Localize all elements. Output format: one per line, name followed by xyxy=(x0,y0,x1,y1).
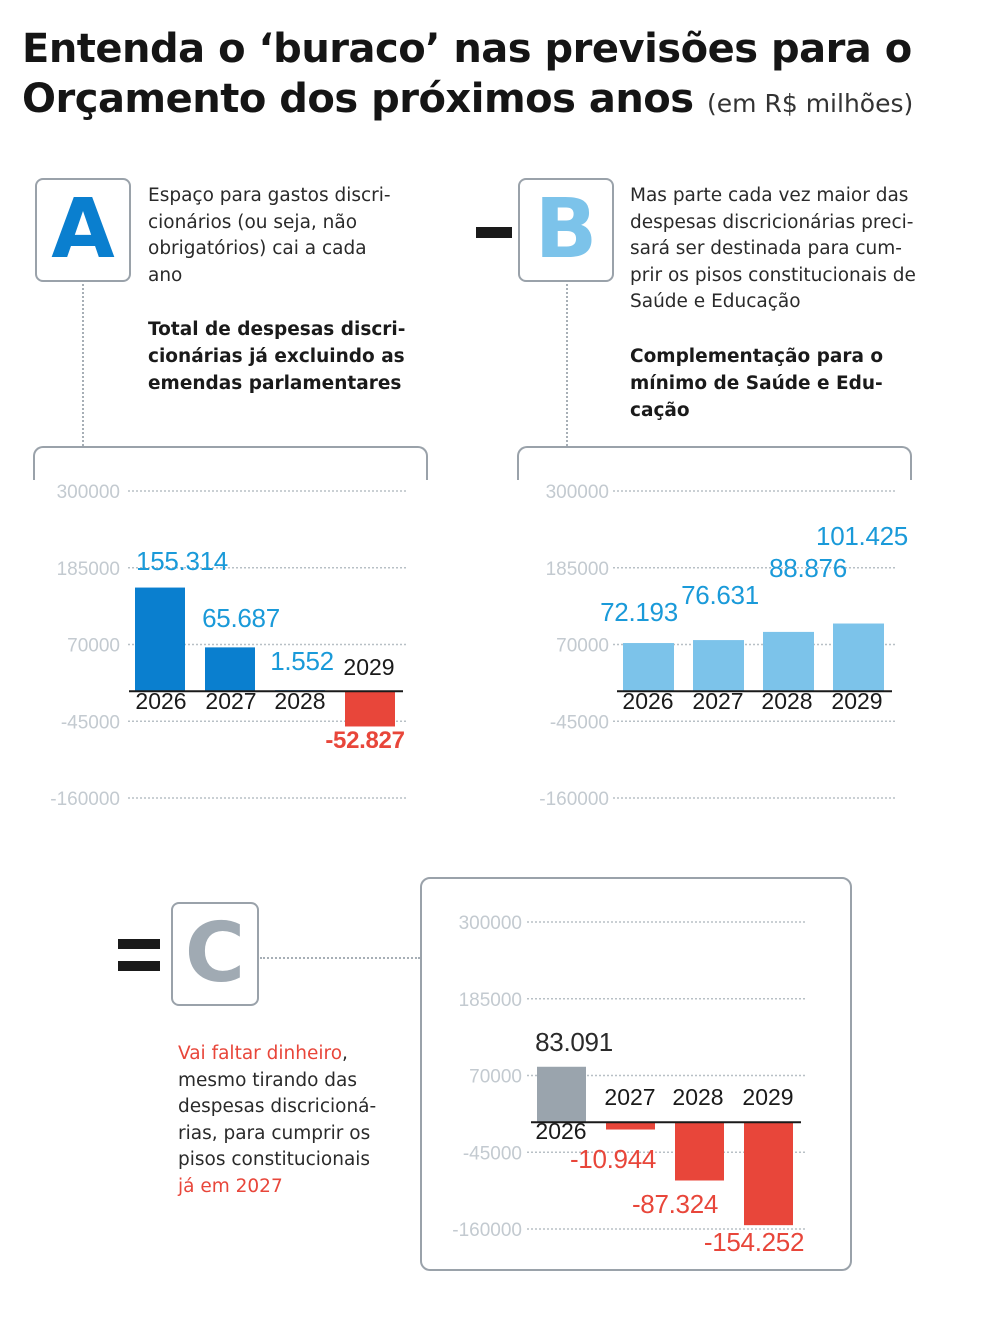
connector-c xyxy=(260,957,420,959)
bar-c xyxy=(744,1122,793,1226)
value-label-b: 101.425 xyxy=(816,521,908,551)
letter-c: C xyxy=(184,906,246,1001)
category-label-c: 2029 xyxy=(742,1084,793,1110)
page-title: Entenda o ‘buraco’ nas previsões para o … xyxy=(22,24,972,129)
y-tick-label-c: -160000 xyxy=(452,1220,522,1241)
panel-c-line: despesas discricioná- xyxy=(178,1096,377,1117)
bar-a xyxy=(345,691,395,727)
value-label-c: 83.091 xyxy=(535,1027,613,1057)
panel-c-line-tail: , xyxy=(342,1043,348,1064)
panel-a-desc-line: ano xyxy=(148,264,183,286)
category-label-c: 2026 xyxy=(535,1118,586,1144)
category-label-b: 2028 xyxy=(761,688,812,714)
panel-c-line: pisos constitucionais xyxy=(178,1149,371,1170)
category-label-a: 2026 xyxy=(135,688,186,714)
connector-a xyxy=(82,284,84,446)
value-label-a: 65.687 xyxy=(202,603,280,633)
value-label-b: 72.193 xyxy=(600,597,678,627)
panel-b-desc-line: prir os pisos constitucionais de xyxy=(630,264,916,286)
panel-c-line: rias, para cumprir os xyxy=(178,1122,371,1144)
letter-a: A xyxy=(51,182,115,277)
value-label-a: 155.314 xyxy=(136,546,228,576)
category-label-c: 2028 xyxy=(672,1084,723,1110)
bar-b xyxy=(693,640,744,692)
y-tick-label-b: 70000 xyxy=(556,636,609,657)
panel-c-description: Vai faltar dinheiro, mesmo tirando das d… xyxy=(178,1041,376,1200)
bar-b xyxy=(763,631,814,692)
value-label-a: 1.552 xyxy=(270,646,334,676)
bar-a xyxy=(205,647,255,692)
y-tick-label-b: 185000 xyxy=(546,559,609,580)
category-label-a: 2028 xyxy=(274,688,325,714)
panel-a-desc-line: Espaço para gastos discri- xyxy=(148,185,391,206)
panel-b-description: Mas parte cada vez maior das despesas di… xyxy=(630,183,916,316)
letter-b-box: B xyxy=(518,178,614,282)
y-tick-label-c: 300000 xyxy=(459,913,522,934)
y-tick-label-c: -45000 xyxy=(463,1143,522,1164)
bar-b xyxy=(833,623,884,692)
bar-c xyxy=(675,1122,724,1181)
panel-b-bold-caption: Complementação para o mínimo de Saúde e … xyxy=(630,343,883,424)
y-tick-label-a: 70000 xyxy=(67,636,120,657)
value-label-b: 76.631 xyxy=(681,580,759,610)
bracket-a xyxy=(33,446,428,480)
panel-b-bold-line: cação xyxy=(630,400,690,421)
panel-a-bold-caption: Total de despesas discri- cionárias já e… xyxy=(148,316,405,397)
minus-operator xyxy=(476,227,512,238)
bar-a xyxy=(135,587,185,692)
value-label-b: 88.876 xyxy=(769,553,847,583)
title-text: Entenda o ‘buraco’ nas previsões para o … xyxy=(22,26,912,122)
value-label-c: -10.944 xyxy=(570,1144,656,1174)
equals-operator-top xyxy=(118,939,160,949)
category-label-b: 2027 xyxy=(692,688,743,714)
equals-operator-bottom xyxy=(118,961,160,971)
letter-c-box: C xyxy=(171,902,259,1006)
value-label-c: -87.324 xyxy=(632,1189,718,1219)
panel-c-line: mesmo tirando das xyxy=(178,1069,357,1091)
panel-b-bold-line: Complementação para o xyxy=(630,346,884,367)
y-tick-label-b: 300000 xyxy=(546,482,609,503)
unit-label: (em R$ milhões) xyxy=(707,89,914,118)
panel-b-bold-line: mínimo de Saúde e Edu- xyxy=(630,373,883,394)
panel-a-desc-line: cionários (ou seja, não xyxy=(148,211,358,233)
y-tick-label-a: -45000 xyxy=(61,712,120,733)
category-label-a: 2027 xyxy=(205,688,256,714)
y-tick-label-a: 300000 xyxy=(57,482,120,503)
panel-c-highlight: Vai faltar dinheiro xyxy=(178,1043,343,1064)
panel-c-line: Vai faltar dinheiro, xyxy=(178,1041,376,1068)
panel-a-description: Espaço para gastos discri- cionários (ou… xyxy=(148,183,391,289)
letter-b: B xyxy=(534,182,598,277)
bar-c xyxy=(606,1122,655,1130)
y-tick-label-c: 185000 xyxy=(459,990,522,1011)
panel-c-frame xyxy=(420,877,852,1271)
category-label-a: 2029 xyxy=(343,654,394,680)
y-tick-label-a: 185000 xyxy=(57,559,120,580)
panel-a-desc-line: obrigatórios) cai a cada xyxy=(148,238,367,259)
panel-b-desc-line: Saúde e Educação xyxy=(630,291,801,312)
letter-a-box: A xyxy=(35,178,131,282)
bar-c xyxy=(537,1066,586,1123)
panel-a-bold-line: Total de despesas discri- xyxy=(148,319,406,340)
category-label-b: 2026 xyxy=(622,688,673,714)
y-tick-label-b: -160000 xyxy=(539,789,609,810)
connector-b xyxy=(566,284,568,446)
panel-b-desc-line: despesas discricionárias preci- xyxy=(630,211,914,233)
category-label-c: 2027 xyxy=(604,1084,655,1110)
value-label-c: -154.252 xyxy=(704,1227,804,1257)
y-tick-label-c: 70000 xyxy=(469,1067,522,1088)
panel-b-desc-line: Mas parte cada vez maior das xyxy=(630,185,909,206)
bar-b xyxy=(623,643,674,692)
bracket-b xyxy=(517,446,912,480)
value-label-a: -52.827 xyxy=(325,727,404,754)
y-tick-label-a: -160000 xyxy=(50,789,120,810)
panel-a-bold-line: cionárias já excluindo as xyxy=(148,346,405,367)
y-tick-label-b: -45000 xyxy=(550,712,609,733)
panel-a-bold-line: emendas parlamentares xyxy=(148,373,402,394)
panel-b-desc-line: sará ser destinada para cum- xyxy=(630,238,902,259)
category-label-b: 2029 xyxy=(831,688,882,714)
panel-c-highlight: já em 2027 xyxy=(178,1175,283,1197)
